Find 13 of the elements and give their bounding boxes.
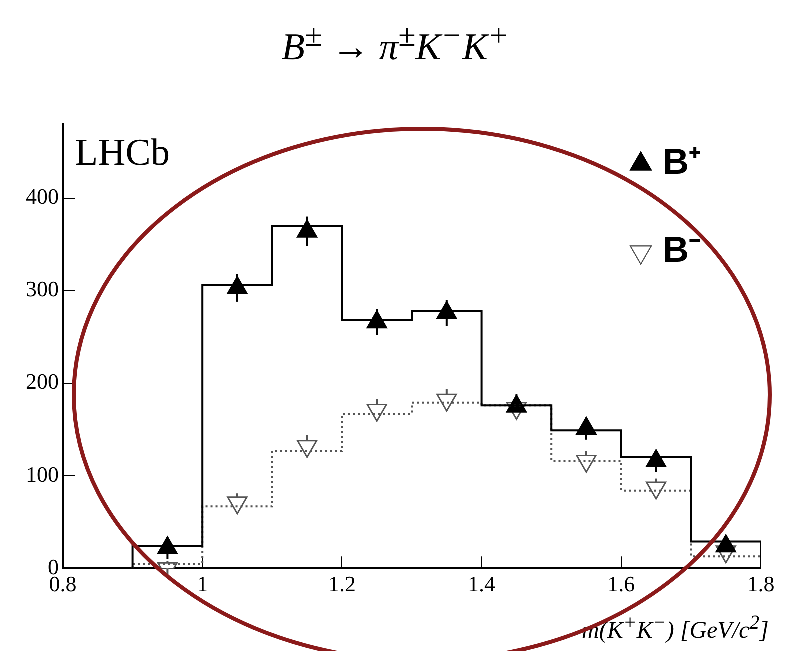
y-tick-label: 100 [26, 462, 59, 487]
legend-label: B⁻ [663, 229, 701, 270]
legend-label: B⁺ [663, 141, 701, 182]
x-tick-label: 1.6 [608, 572, 636, 597]
annotation: LHCb [75, 132, 170, 174]
x-tick-label: 1.8 [747, 572, 775, 597]
x-tick-label: 1.4 [468, 572, 496, 597]
y-tick-label: 300 [26, 276, 59, 302]
y-tick-label: 400 [26, 184, 59, 210]
y-tick-label: 200 [26, 369, 59, 394]
x-tick-label: 1 [197, 572, 208, 597]
chart-title: B$^{±}$ → π$^{±}$K$^{−}$K$^{+}$ [280, 18, 510, 70]
x-tick-label: 1.2 [328, 572, 356, 597]
